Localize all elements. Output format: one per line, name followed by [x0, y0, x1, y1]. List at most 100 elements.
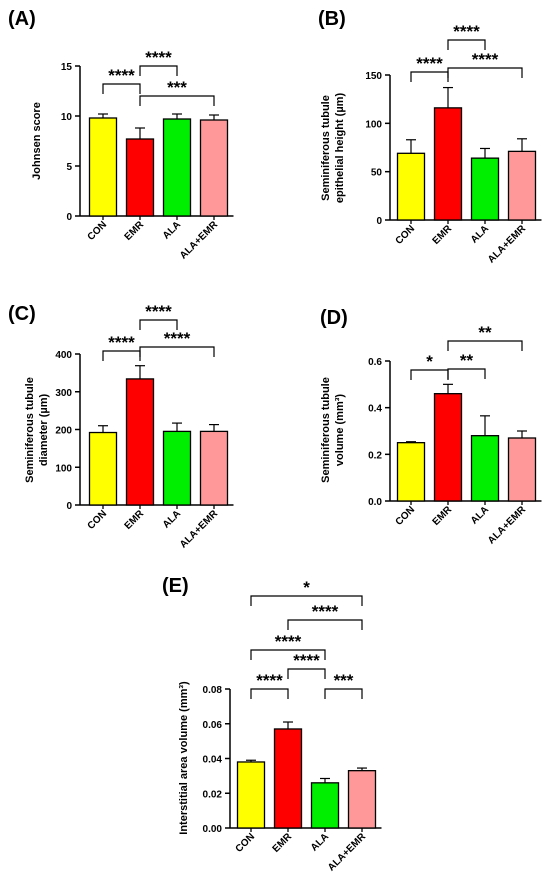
y-tick-label: 5 — [66, 162, 72, 173]
y-axis-label-line: diameter (µm) — [38, 393, 50, 466]
significance-bracket — [287, 619, 363, 630]
bar-emr — [433, 107, 463, 221]
significance-label: **** — [453, 22, 480, 41]
significance-label: **** — [145, 302, 172, 321]
y-axis-label-line: volume (mm³) — [334, 394, 346, 466]
bar-ala — [310, 782, 340, 829]
y-tick-label: 0.0 — [368, 497, 382, 508]
y-tick-label: 0 — [376, 216, 382, 227]
bar-ala — [162, 430, 192, 506]
significance-label: * — [426, 352, 433, 371]
y-tick-label: 0.08 — [203, 685, 223, 696]
significance-bracket — [250, 595, 363, 606]
significance-bracket — [287, 668, 326, 679]
x-tick-label: CON — [394, 504, 418, 528]
significance-label: **** — [108, 333, 135, 352]
y-axis-label-line: Johnsen score — [31, 102, 43, 180]
y-axis-label-line: epithelial height (µm) — [334, 93, 346, 204]
x-tick-label: ALA — [161, 219, 183, 241]
bar-emr — [433, 393, 463, 502]
significance-bracket — [447, 67, 523, 78]
x-tick-label: ALA — [469, 504, 491, 526]
bar-con — [88, 117, 118, 217]
significance-bracket — [102, 350, 141, 361]
significance-bracket — [139, 319, 178, 330]
y-axis-label: Seminiferous tubule diameter (µm) — [24, 377, 50, 483]
bar-con — [236, 761, 266, 829]
panel-letter: (E) — [162, 575, 189, 597]
y-axis-label: Johnsen score — [31, 102, 43, 180]
bar-emr — [125, 138, 155, 217]
significance-label: **** — [312, 602, 339, 621]
y-tick-label: 0 — [66, 501, 72, 512]
chart-panel-2: (B) 0 50 100 150 Seminiferous tubule epithelia… — [318, 8, 542, 266]
y-tick-label: 100 — [365, 119, 382, 130]
y-tick-label: 100 — [55, 463, 72, 474]
y-tick-label: 0.04 — [203, 755, 223, 766]
significance-bracket — [410, 71, 449, 82]
significance-bracket — [250, 649, 326, 660]
bar-ala — [162, 118, 192, 217]
x-tick-label: ALA+EMR — [326, 831, 369, 874]
chart-panel-3: (C) 0 100 200 300 400 Seminiferous tubule diame… — [8, 302, 234, 551]
significance-label: **** — [472, 50, 499, 69]
y-tick-label: 0.06 — [203, 720, 223, 731]
x-tick-label: EMR — [123, 508, 147, 532]
y-axis-label: Seminiferous tubule epithelial height (µm… — [320, 93, 346, 204]
panel-letter: (A) — [8, 8, 36, 30]
x-tick-label: CON — [394, 223, 418, 247]
y-tick-label: 300 — [55, 388, 72, 399]
bar-ala-emr — [199, 430, 229, 506]
bar-ala-emr — [347, 770, 377, 829]
bar-ala — [470, 157, 500, 221]
panel-letter: (D) — [320, 307, 348, 329]
bar-ala-emr — [199, 119, 229, 217]
chart-panel-4: (D) 0.0 0.2 0.4 0.6 Seminiferous tubule volume… — [320, 307, 542, 547]
y-tick-label: 0.00 — [203, 824, 223, 835]
bar-ala-emr — [507, 150, 537, 221]
x-tick-label: CON — [86, 508, 110, 532]
x-tick-label: ALA — [309, 831, 331, 853]
bar-con — [396, 442, 426, 502]
y-axis-label-line: Interstitial area volume (mm³) — [178, 681, 190, 835]
significance-label: *** — [334, 671, 354, 690]
panel-letter: (B) — [318, 8, 346, 30]
x-tick-label: ALA+EMR — [178, 219, 221, 262]
x-tick-label: CON — [234, 831, 258, 855]
significance-label: **** — [108, 66, 135, 85]
significance-bracket — [102, 83, 141, 94]
y-tick-label: 50 — [371, 168, 383, 179]
bar-ala-emr — [507, 437, 537, 502]
significance-label: ** — [478, 323, 492, 342]
significance-label: **** — [164, 329, 191, 348]
x-tick-label: ALA+EMR — [178, 508, 221, 551]
significance-bracket — [447, 368, 486, 379]
significance-label: **** — [145, 48, 172, 67]
bar-con — [88, 431, 118, 506]
x-tick-label: CON — [86, 219, 110, 243]
y-tick-label: 0 — [66, 212, 72, 223]
y-tick-label: 15 — [61, 62, 73, 73]
significance-label: *** — [167, 78, 187, 97]
significance-label: * — [303, 578, 310, 597]
significance-label: **** — [275, 632, 302, 651]
significance-bracket — [447, 340, 523, 351]
significance-bracket — [410, 369, 449, 380]
x-tick-label: EMR — [431, 504, 455, 528]
significance-label: **** — [416, 54, 443, 73]
x-tick-label: EMR — [271, 831, 295, 855]
y-axis-label: Interstitial area volume (mm³) — [178, 681, 190, 835]
bar-emr — [125, 378, 155, 506]
significance-bracket — [139, 65, 178, 76]
significance-label: **** — [256, 671, 283, 690]
y-axis-label: Seminiferous tubule volume (mm³) — [320, 377, 346, 483]
x-tick-label: ALA+EMR — [486, 504, 529, 547]
y-tick-label: 10 — [61, 112, 73, 123]
x-tick-label: ALA — [161, 508, 183, 530]
y-axis-label-line: Seminiferous tubule — [24, 377, 36, 483]
y-tick-label: 0.02 — [203, 789, 223, 800]
bar-emr — [273, 728, 303, 829]
significance-bracket — [324, 688, 363, 699]
